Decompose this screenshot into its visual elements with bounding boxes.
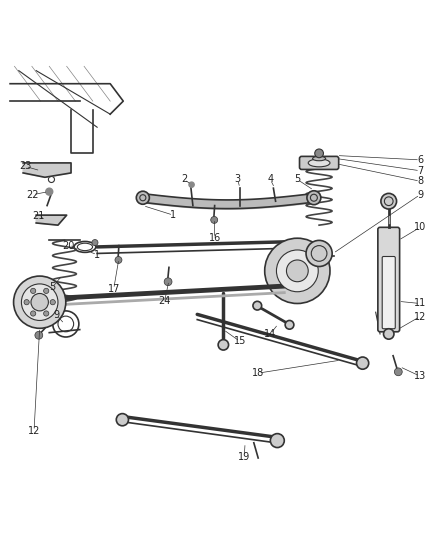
FancyBboxPatch shape bbox=[300, 156, 339, 169]
Text: 19: 19 bbox=[238, 451, 251, 462]
Circle shape bbox=[44, 311, 49, 316]
Text: 18: 18 bbox=[252, 368, 264, 378]
Ellipse shape bbox=[308, 159, 330, 167]
Text: 22: 22 bbox=[26, 190, 39, 200]
Circle shape bbox=[31, 288, 36, 294]
Polygon shape bbox=[23, 163, 71, 177]
Circle shape bbox=[286, 260, 308, 282]
Text: 24: 24 bbox=[159, 296, 171, 306]
Circle shape bbox=[21, 284, 58, 320]
Text: 6: 6 bbox=[417, 155, 423, 165]
Circle shape bbox=[211, 216, 218, 223]
Circle shape bbox=[116, 414, 128, 426]
Circle shape bbox=[35, 332, 43, 339]
Circle shape bbox=[381, 193, 396, 209]
Circle shape bbox=[92, 239, 98, 246]
Text: 11: 11 bbox=[414, 298, 426, 309]
Circle shape bbox=[253, 301, 261, 310]
Text: 5: 5 bbox=[49, 282, 56, 293]
Text: 13: 13 bbox=[414, 371, 426, 381]
Circle shape bbox=[115, 256, 122, 263]
Circle shape bbox=[164, 278, 172, 286]
Text: 17: 17 bbox=[107, 284, 120, 294]
Circle shape bbox=[218, 340, 229, 350]
Circle shape bbox=[307, 191, 321, 205]
Polygon shape bbox=[36, 215, 67, 225]
Circle shape bbox=[265, 238, 330, 303]
Circle shape bbox=[46, 188, 53, 195]
Text: 10: 10 bbox=[414, 222, 426, 232]
Circle shape bbox=[306, 240, 332, 266]
Circle shape bbox=[276, 250, 318, 292]
Text: 4: 4 bbox=[267, 174, 273, 184]
Text: 7: 7 bbox=[417, 166, 423, 176]
FancyBboxPatch shape bbox=[378, 228, 399, 332]
Circle shape bbox=[14, 276, 66, 328]
Text: 9: 9 bbox=[53, 310, 60, 320]
Text: 16: 16 bbox=[208, 233, 221, 243]
Text: 21: 21 bbox=[32, 211, 45, 221]
Circle shape bbox=[384, 329, 394, 339]
Text: 15: 15 bbox=[234, 336, 246, 346]
Circle shape bbox=[31, 294, 48, 311]
FancyBboxPatch shape bbox=[382, 256, 395, 329]
Text: 2: 2 bbox=[181, 174, 187, 184]
Text: 1: 1 bbox=[94, 250, 100, 260]
Text: 12: 12 bbox=[28, 426, 40, 436]
Circle shape bbox=[394, 368, 402, 376]
Circle shape bbox=[315, 149, 323, 158]
Ellipse shape bbox=[313, 156, 325, 161]
Text: 1: 1 bbox=[170, 210, 177, 220]
Circle shape bbox=[285, 320, 294, 329]
Text: 8: 8 bbox=[417, 176, 423, 186]
Circle shape bbox=[136, 191, 149, 204]
Text: 9: 9 bbox=[417, 190, 423, 200]
Text: 3: 3 bbox=[235, 174, 241, 184]
Circle shape bbox=[50, 300, 55, 305]
Circle shape bbox=[44, 288, 49, 294]
Text: 5: 5 bbox=[294, 174, 300, 184]
Text: 23: 23 bbox=[19, 161, 32, 172]
Circle shape bbox=[31, 311, 36, 316]
Text: 14: 14 bbox=[264, 329, 276, 339]
Text: 20: 20 bbox=[63, 240, 75, 251]
Circle shape bbox=[189, 182, 194, 187]
Circle shape bbox=[357, 357, 369, 369]
Text: 12: 12 bbox=[414, 312, 426, 321]
Circle shape bbox=[24, 300, 29, 305]
Circle shape bbox=[270, 434, 284, 448]
